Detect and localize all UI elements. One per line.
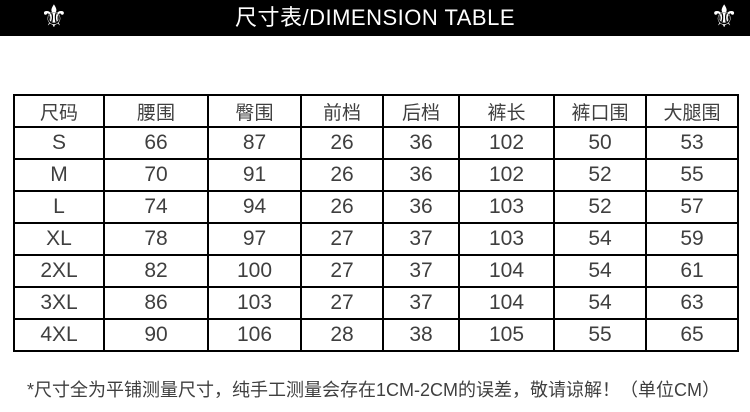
fleur-de-lis-icon: ⚜ — [40, 0, 68, 35]
measurement-cell: 105 — [458, 318, 555, 352]
measurement-cell: 100 — [207, 254, 302, 288]
measurement-footnote: *尺寸全为平铺测量尺寸，纯手工测量会存在1CM-2CM的误差，敬请谅解！（单位C… — [27, 380, 720, 400]
measurement-cell: 50 — [553, 126, 647, 160]
measurement-cell: 26 — [300, 158, 384, 192]
table-row: 4XL 90 106 28 38 105 55 65 — [13, 318, 739, 352]
measurement-cell: 27 — [300, 222, 384, 256]
measurement-cell: 37 — [382, 254, 460, 288]
measurement-cell: 28 — [300, 318, 384, 352]
title-bar: ⚜ 尺寸表/DIMENSION TABLE ⚜ — [0, 0, 750, 36]
column-header: 裤长 — [458, 94, 555, 128]
size-cell: M — [13, 158, 105, 192]
measurement-cell: 86 — [103, 286, 209, 320]
table-row: 3XL 86 103 27 37 104 54 63 — [13, 286, 739, 320]
table-row: L 74 94 26 36 103 52 57 — [13, 190, 739, 224]
size-cell: 3XL — [13, 286, 105, 320]
measurement-cell: 55 — [553, 318, 647, 352]
size-cell: S — [13, 126, 105, 160]
measurement-cell: 27 — [300, 286, 384, 320]
measurement-cell: 94 — [207, 190, 302, 224]
measurement-cell: 90 — [103, 318, 209, 352]
measurement-cell: 63 — [645, 286, 739, 320]
measurement-cell: 54 — [553, 286, 647, 320]
table-row: S 66 87 26 36 102 50 53 — [13, 126, 739, 160]
measurement-cell: 36 — [382, 126, 460, 160]
size-cell: XL — [13, 222, 105, 256]
measurement-cell: 78 — [103, 222, 209, 256]
measurement-cell: 53 — [645, 126, 739, 160]
measurement-cell: 102 — [458, 158, 555, 192]
column-header: 前档 — [300, 94, 384, 128]
measurement-cell: 59 — [645, 222, 739, 256]
measurement-cell: 74 — [103, 190, 209, 224]
table-row: M 70 91 26 36 102 52 55 — [13, 158, 739, 192]
measurement-cell: 54 — [553, 222, 647, 256]
measurement-cell: 91 — [207, 158, 302, 192]
size-table-body: S 66 87 26 36 102 50 53 M 70 91 26 36 102 52 55 L 74 94 26 3… — [13, 126, 739, 352]
size-cell: L — [13, 190, 105, 224]
column-header: 后档 — [382, 94, 460, 128]
size-cell: 2XL — [13, 254, 105, 288]
size-table: 尺码 腰围 臀围 前档 后档 裤长 裤口围 大腿围 S 66 87 26 36 102 50 53 M 70 91… — [13, 94, 739, 352]
measurement-cell: 26 — [300, 126, 384, 160]
measurement-cell: 103 — [458, 222, 555, 256]
measurement-cell: 102 — [458, 126, 555, 160]
measurement-cell: 27 — [300, 254, 384, 288]
measurement-cell: 103 — [458, 190, 555, 224]
column-header: 尺码 — [13, 94, 105, 128]
measurement-cell: 37 — [382, 222, 460, 256]
measurement-cell: 65 — [645, 318, 739, 352]
measurement-cell: 36 — [382, 190, 460, 224]
size-cell: 4XL — [13, 318, 105, 352]
measurement-cell: 66 — [103, 126, 209, 160]
measurement-cell: 36 — [382, 158, 460, 192]
fleur-de-lis-icon: ⚜ — [710, 0, 738, 35]
measurement-cell: 103 — [207, 286, 302, 320]
measurement-cell: 104 — [458, 286, 555, 320]
measurement-cell: 104 — [458, 254, 555, 288]
measurement-cell: 57 — [645, 190, 739, 224]
measurement-cell: 87 — [207, 126, 302, 160]
measurement-cell: 54 — [553, 254, 647, 288]
measurement-cell: 61 — [645, 254, 739, 288]
page-title: 尺寸表/DIMENSION TABLE — [234, 5, 516, 30]
column-header: 裤口围 — [553, 94, 647, 128]
measurement-cell: 106 — [207, 318, 302, 352]
table-row: 2XL 82 100 27 37 104 54 61 — [13, 254, 739, 288]
table-row: XL 78 97 27 37 103 54 59 — [13, 222, 739, 256]
column-header: 臀围 — [207, 94, 302, 128]
measurement-cell: 70 — [103, 158, 209, 192]
size-table-head-row: 尺码 腰围 臀围 前档 后档 裤长 裤口围 大腿围 — [13, 94, 739, 128]
measurement-cell: 52 — [553, 190, 647, 224]
measurement-cell: 37 — [382, 286, 460, 320]
measurement-cell: 55 — [645, 158, 739, 192]
measurement-cell: 26 — [300, 190, 384, 224]
measurement-cell: 38 — [382, 318, 460, 352]
column-header: 大腿围 — [645, 94, 739, 128]
column-header: 腰围 — [103, 94, 209, 128]
measurement-cell: 52 — [553, 158, 647, 192]
measurement-cell: 97 — [207, 222, 302, 256]
measurement-cell: 82 — [103, 254, 209, 288]
